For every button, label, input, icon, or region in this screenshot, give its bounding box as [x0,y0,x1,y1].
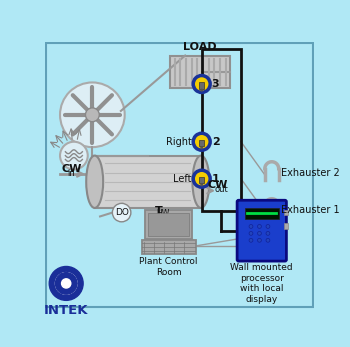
Bar [199,140,204,146]
Text: HW: HW [156,209,170,218]
Circle shape [62,279,71,288]
Text: LOAD: LOAD [183,42,217,52]
Circle shape [85,108,99,122]
Text: Left: Left [173,174,192,184]
Text: Plant Control
Room: Plant Control Room [139,257,198,277]
Text: DO: DO [115,208,128,217]
Circle shape [258,238,261,242]
Circle shape [60,142,88,169]
Circle shape [266,238,270,242]
Ellipse shape [86,155,103,208]
Text: 1: 1 [212,174,219,184]
Circle shape [249,238,253,242]
Circle shape [249,225,253,228]
Bar [284,210,288,215]
Bar [284,223,288,229]
Circle shape [55,273,77,294]
Text: 2: 2 [212,137,219,147]
Circle shape [258,225,261,228]
Circle shape [49,266,83,301]
Text: CW: CW [208,180,228,190]
Text: in: in [68,169,76,178]
Wedge shape [61,273,77,284]
Bar [199,83,204,88]
Circle shape [60,83,125,147]
Text: T: T [155,206,162,216]
Bar [245,208,279,219]
Wedge shape [61,283,77,294]
Circle shape [200,183,203,186]
Text: out: out [214,185,228,194]
Wedge shape [55,274,66,293]
Circle shape [200,88,203,92]
Bar [148,213,189,236]
Bar [142,240,196,254]
Bar [202,49,241,211]
Circle shape [249,231,253,235]
Circle shape [266,231,270,235]
Circle shape [193,133,210,150]
Circle shape [258,231,261,235]
Circle shape [200,146,203,150]
Ellipse shape [193,155,209,208]
Text: CW: CW [62,163,82,174]
Bar [199,177,204,183]
Text: 3: 3 [212,79,219,89]
Text: Wall mounted
processor
with local
display: Wall mounted processor with local displa… [230,263,293,304]
Bar [145,210,193,239]
Text: Exhauster 2: Exhauster 2 [281,168,340,178]
Text: Exhauster 1: Exhauster 1 [281,204,340,214]
Circle shape [266,225,270,228]
FancyBboxPatch shape [237,200,286,261]
Text: Right: Right [166,137,192,147]
Circle shape [112,203,131,222]
Bar [94,155,201,208]
Circle shape [193,170,210,187]
Bar [170,56,230,88]
Circle shape [193,76,210,92]
Text: INTEK: INTEK [44,304,89,317]
